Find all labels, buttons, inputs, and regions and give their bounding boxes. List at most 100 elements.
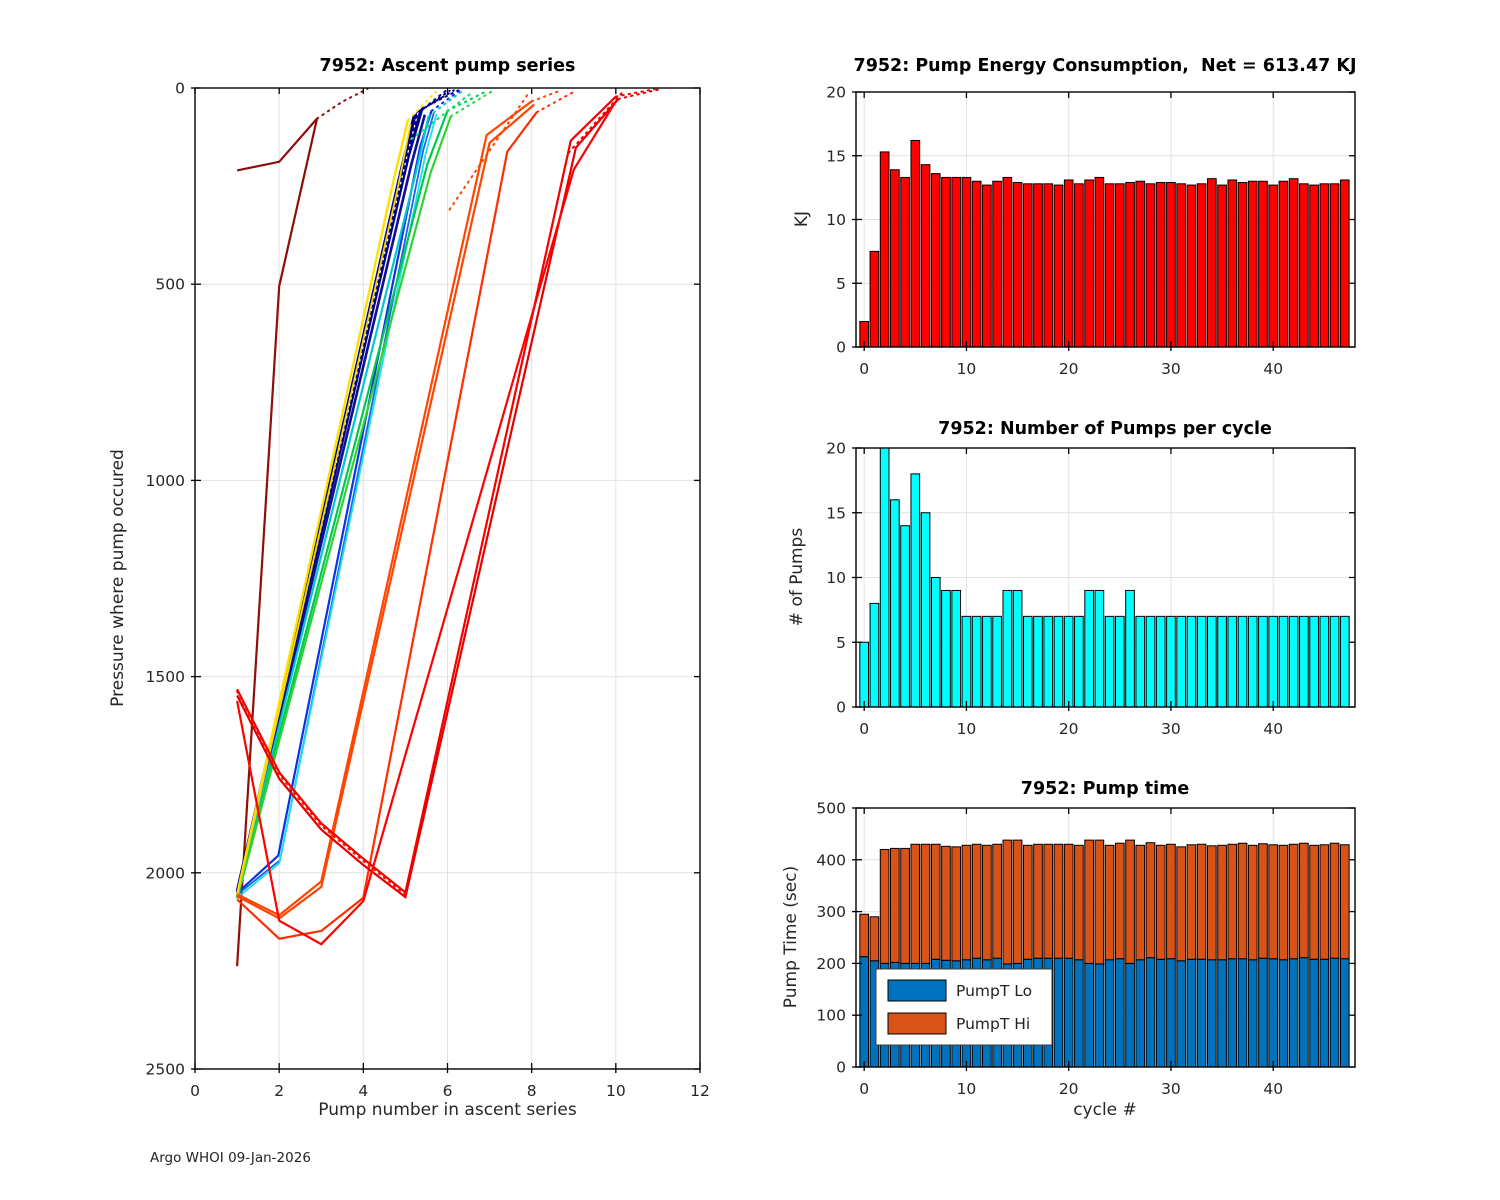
pump-series-line xyxy=(236,115,452,899)
bar xyxy=(1002,176,1013,348)
bar xyxy=(1299,183,1309,348)
bar-segment xyxy=(1135,959,1146,1068)
bar xyxy=(1339,179,1350,348)
bar xyxy=(1002,589,1013,708)
pump-series-line xyxy=(535,89,577,114)
bar xyxy=(1022,183,1033,348)
bar-segment xyxy=(1135,844,1146,961)
bar xyxy=(900,176,910,348)
bar-segment xyxy=(1125,962,1135,1068)
svg-text:0: 0 xyxy=(859,360,869,378)
svg-text:0: 0 xyxy=(836,339,846,357)
bar xyxy=(930,173,941,348)
bar xyxy=(1247,180,1258,348)
bar-segment xyxy=(992,843,1002,959)
svg-text:5: 5 xyxy=(836,275,846,293)
bar xyxy=(1196,615,1207,708)
bar xyxy=(1125,589,1135,708)
pump-series-line xyxy=(614,88,656,98)
bar xyxy=(869,250,880,348)
bar xyxy=(890,499,900,708)
bar-segment xyxy=(1196,958,1207,1068)
bar-segment xyxy=(1227,958,1238,1068)
bar xyxy=(1094,589,1105,708)
pumps-per-cycle-plot: 0 10 20 30 40 0 5 10 15 20 xyxy=(826,440,1356,738)
bar-segment xyxy=(1145,957,1156,1068)
svg-text:0: 0 xyxy=(859,1080,869,1098)
pump-series-line xyxy=(236,110,449,898)
bar xyxy=(1339,615,1350,708)
svg-text:100: 100 xyxy=(816,1007,846,1025)
svg-text:20: 20 xyxy=(1059,360,1079,378)
bar-segment xyxy=(1186,844,1197,960)
bar-segment xyxy=(1166,843,1176,960)
bar xyxy=(971,615,982,708)
tick-labels: 0 2 4 6 8 10 12 0 500 1000 1500 2000 2500 xyxy=(146,80,710,1101)
grid xyxy=(194,87,701,1070)
bar-segment xyxy=(1299,957,1309,1068)
bar-segment xyxy=(1329,842,1340,959)
bar xyxy=(951,589,962,708)
svg-text:30: 30 xyxy=(1161,360,1181,378)
svg-text:1000: 1000 xyxy=(146,472,185,490)
bar-segment xyxy=(1176,846,1187,962)
bar-segment xyxy=(1278,844,1289,961)
bar-segment xyxy=(1319,958,1330,1068)
bar xyxy=(1186,184,1197,348)
pump-series-line xyxy=(236,103,535,920)
bar xyxy=(1063,179,1074,348)
bar-segment xyxy=(1114,958,1125,1068)
svg-text:10: 10 xyxy=(826,569,846,587)
bar xyxy=(920,164,931,348)
bar-segment xyxy=(1155,958,1166,1068)
line-series xyxy=(235,87,659,967)
svg-text:2000: 2000 xyxy=(146,864,185,882)
bar xyxy=(1114,615,1125,708)
bar xyxy=(1329,183,1340,348)
bar xyxy=(1135,180,1146,348)
bar-segment xyxy=(1288,958,1299,1068)
bar-segment xyxy=(1309,844,1319,960)
tick-marks xyxy=(852,447,1355,711)
pump-series-line xyxy=(236,100,533,917)
bar-segment xyxy=(1247,844,1258,961)
bar-segment xyxy=(1288,843,1299,960)
bar xyxy=(1176,183,1187,348)
bar-segment xyxy=(1022,844,1033,960)
bar-segment xyxy=(1114,842,1125,960)
bar-segment xyxy=(1012,839,1023,964)
pump-series-line xyxy=(236,100,617,946)
bar xyxy=(1135,615,1146,708)
bar-segment xyxy=(920,843,931,964)
bar xyxy=(1012,589,1023,708)
svg-text:40: 40 xyxy=(1263,720,1283,738)
bar xyxy=(1043,183,1054,348)
legend: PumpT Lo PumpT Hi xyxy=(875,968,1053,1046)
svg-text:12: 12 xyxy=(690,1082,710,1100)
bar xyxy=(1125,182,1135,348)
bar xyxy=(1206,615,1217,708)
pump-series-line xyxy=(427,90,464,118)
pump-series-line xyxy=(567,91,624,154)
bar-segment xyxy=(1166,958,1176,1068)
bar-segment xyxy=(1339,844,1350,960)
svg-text:20: 20 xyxy=(826,440,846,458)
svg-text:0: 0 xyxy=(836,699,846,717)
bar-segment xyxy=(1237,958,1248,1068)
svg-text:0: 0 xyxy=(859,720,869,738)
pump-series-line xyxy=(236,112,435,896)
bar-segment xyxy=(951,846,962,962)
bar-segment xyxy=(1176,960,1187,1068)
svg-text:8: 8 xyxy=(527,1082,537,1100)
bar xyxy=(1237,182,1248,348)
bar-segment xyxy=(1043,843,1054,959)
bar xyxy=(1114,183,1125,348)
bar-segment xyxy=(1145,842,1156,959)
svg-text:40: 40 xyxy=(1263,360,1283,378)
bar xyxy=(1186,615,1197,708)
bar xyxy=(890,169,900,348)
bar-segment xyxy=(941,845,951,961)
bar-segment xyxy=(1063,957,1074,1068)
bar xyxy=(1053,184,1064,348)
